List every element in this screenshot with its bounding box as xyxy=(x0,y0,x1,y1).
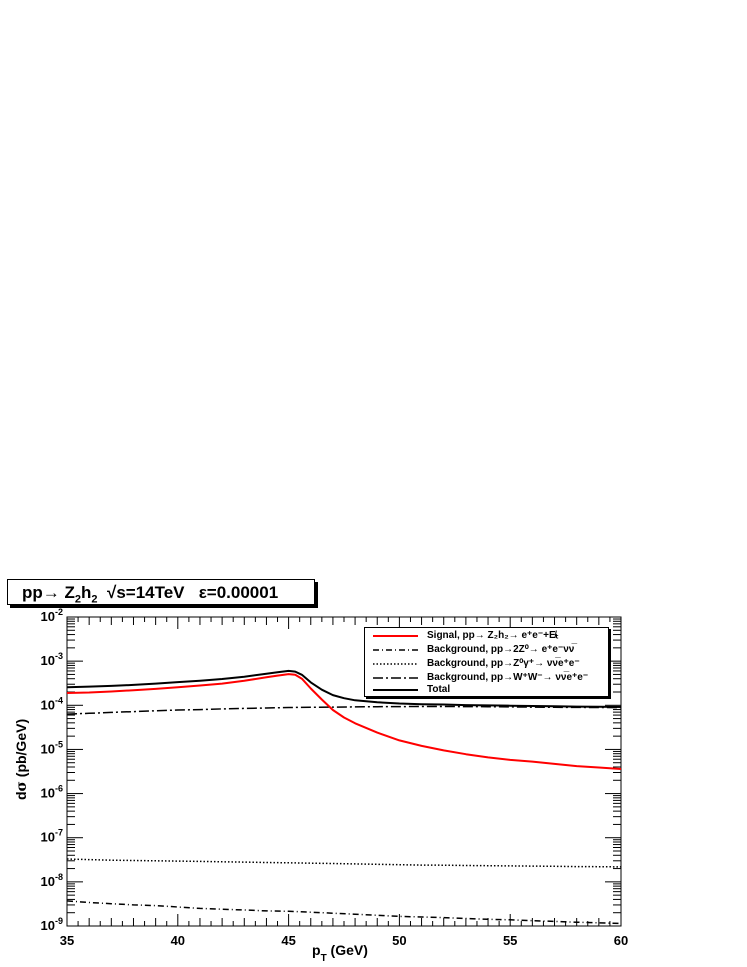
axis-ticks xyxy=(66,616,622,927)
legend-swatch xyxy=(373,689,418,691)
legend-entry: Background, pp→2Z⁰→ e⁺e⁻νν̅ xyxy=(365,643,608,657)
x-tick-label: 50 xyxy=(392,933,406,948)
axis-tick-labels: 35 40 45 50 55 60 10-9 10-8 10-7 10-6 10-5 10-4 10-3… xyxy=(41,607,629,948)
legend-label: Total xyxy=(427,684,451,695)
legend-label: Signal, pp→ Z₂h₂→ e⁺e⁻+E̸ₜ xyxy=(427,630,559,641)
legend-label: Background, pp→2Z⁰→ e⁺e⁻νν̅ xyxy=(427,644,575,655)
legend-entry: Background, pp→W⁺W⁻→ νν̅e⁺e⁻ xyxy=(365,671,608,685)
title-epsilon: ε=0.00001 xyxy=(198,583,279,602)
chart-title: pp→ Z2h2 √s=14TeV ε=0.00001 xyxy=(7,579,315,605)
title-sub1: 2 xyxy=(74,593,82,606)
y-tick-label: 10-3 xyxy=(41,651,63,668)
legend-swatch xyxy=(373,649,418,651)
title-process: pp→ Z xyxy=(22,583,75,602)
series-line xyxy=(66,705,622,715)
svg-text:dσ (pb/GeV): dσ (pb/GeV) xyxy=(13,719,30,800)
x-tick-label: 60 xyxy=(614,933,628,948)
legend-swatch xyxy=(373,677,418,679)
series-line xyxy=(66,669,622,708)
series-line xyxy=(66,858,622,868)
x-tick-label: 40 xyxy=(171,933,185,948)
legend-swatch xyxy=(373,663,418,665)
series-line xyxy=(66,900,622,925)
title-sub2: 2 xyxy=(91,593,98,606)
y-tick-label: 10-5 xyxy=(41,739,63,756)
x-tick-label: 35 xyxy=(60,933,74,948)
title-energy: √s=14TeV xyxy=(106,583,185,602)
y-tick-label: 10-4 xyxy=(41,695,63,712)
legend-swatch xyxy=(373,635,418,637)
title-h: h xyxy=(81,583,92,602)
legend-entry: Signal, pp→ Z₂h₂→ e⁺e⁻+E̸ₜ xyxy=(365,629,608,643)
y-tick-label: 10-9 xyxy=(41,916,63,933)
y-tick-label: 10-6 xyxy=(41,784,63,801)
series-layer xyxy=(66,669,622,925)
legend-label: Background, pp→W⁺W⁻→ νν̅e⁺e⁻ xyxy=(427,672,589,683)
x-tick-label: 55 xyxy=(503,933,517,948)
legend-label: Background, pp→Z⁰γ⁺→ νν̅e⁺e⁻ xyxy=(427,658,580,669)
y-tick-label: 10-8 xyxy=(41,872,63,889)
legend-entry: Total xyxy=(365,683,608,697)
legend-entry: Background, pp→Z⁰γ⁺→ νν̅e⁺e⁻ xyxy=(365,657,608,671)
series-line xyxy=(66,673,622,770)
legend: Signal, pp→ Z₂h₂→ e⁺e⁻+E̸ₜ Background, p… xyxy=(364,627,609,697)
y-tick-label: 10-2 xyxy=(41,607,63,624)
x-tick-label: 45 xyxy=(281,933,295,948)
y-axis-label: dσ (pb/GeV) xyxy=(13,719,30,800)
x-axis-label: pT (GeV) xyxy=(312,942,368,964)
y-tick-label: 10-7 xyxy=(41,828,63,845)
